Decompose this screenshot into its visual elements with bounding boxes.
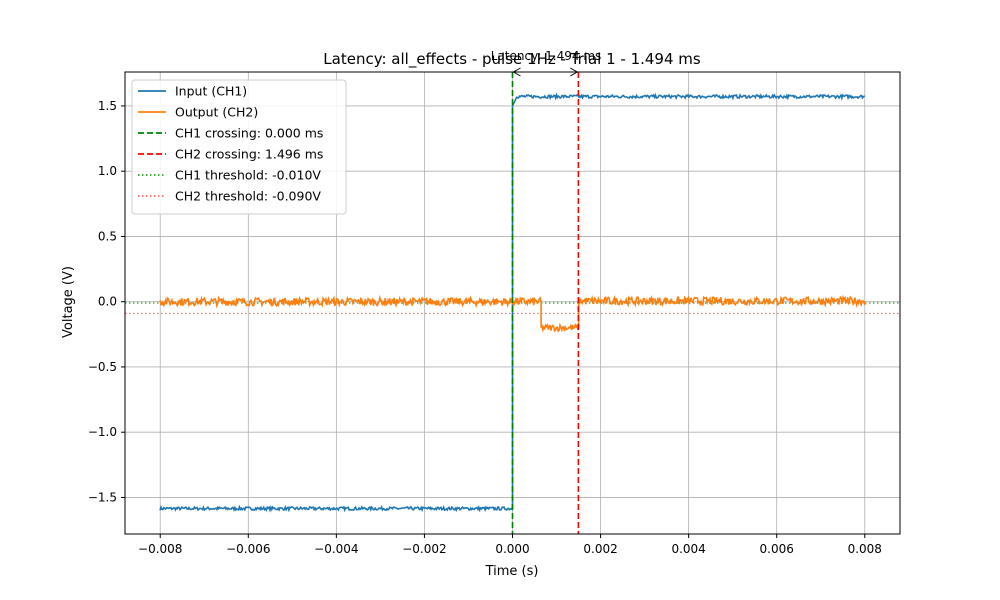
y-axis-label: Voltage (V) — [61, 266, 76, 338]
x-tick-label: −0.002 — [402, 542, 446, 556]
chart-title: Latency: all_effects - pulse 1Hz - Trial… — [323, 50, 701, 69]
plot-area: −0.008 −0.006 −0.004 −0.002 0.000 0.002 0.004 0… — [88, 67, 901, 556]
y-tick-label: −1.0 — [88, 425, 117, 439]
x-tick-label: 0.008 — [848, 542, 882, 556]
legend-box — [131, 79, 347, 215]
x-tick-label: −0.004 — [314, 542, 358, 556]
x-tick-label: −0.006 — [226, 542, 270, 556]
x-tick-label: 0.000 — [495, 542, 529, 556]
y-tick-label: 1.0 — [98, 164, 117, 178]
y-tick-label: −1.5 — [88, 490, 117, 504]
y-tick-label: 1.5 — [98, 99, 117, 113]
x-tick-label: 0.002 — [583, 542, 617, 556]
x-tick-label: 0.006 — [760, 542, 794, 556]
legend-entry: CH2 threshold: -0.090V — [175, 189, 321, 204]
x-tick-label: −0.008 — [138, 542, 182, 556]
x-axis-label: Time (s) — [485, 564, 539, 579]
legend-entry: CH2 crossing: 1.496 ms — [175, 147, 323, 162]
y-tick-label: −0.5 — [88, 360, 117, 374]
legend: Input (CH1) Output (CH2) CH1 crossing: 0.0… — [131, 79, 347, 215]
latency-annotation: Latency: 1.494 ms — [491, 49, 602, 63]
y-tick-label: 0.5 — [98, 229, 117, 243]
y-tick-label: 0.0 — [98, 295, 117, 309]
legend-entry: Input (CH1) — [175, 84, 247, 99]
legend-entry: CH1 crossing: 0.000 ms — [175, 126, 323, 141]
series-line — [159, 294, 866, 333]
legend-entry: Output (CH2) — [175, 105, 258, 120]
x-tick-label: 0.004 — [671, 542, 705, 556]
legend-entry: CH1 threshold: -0.010V — [175, 168, 321, 183]
